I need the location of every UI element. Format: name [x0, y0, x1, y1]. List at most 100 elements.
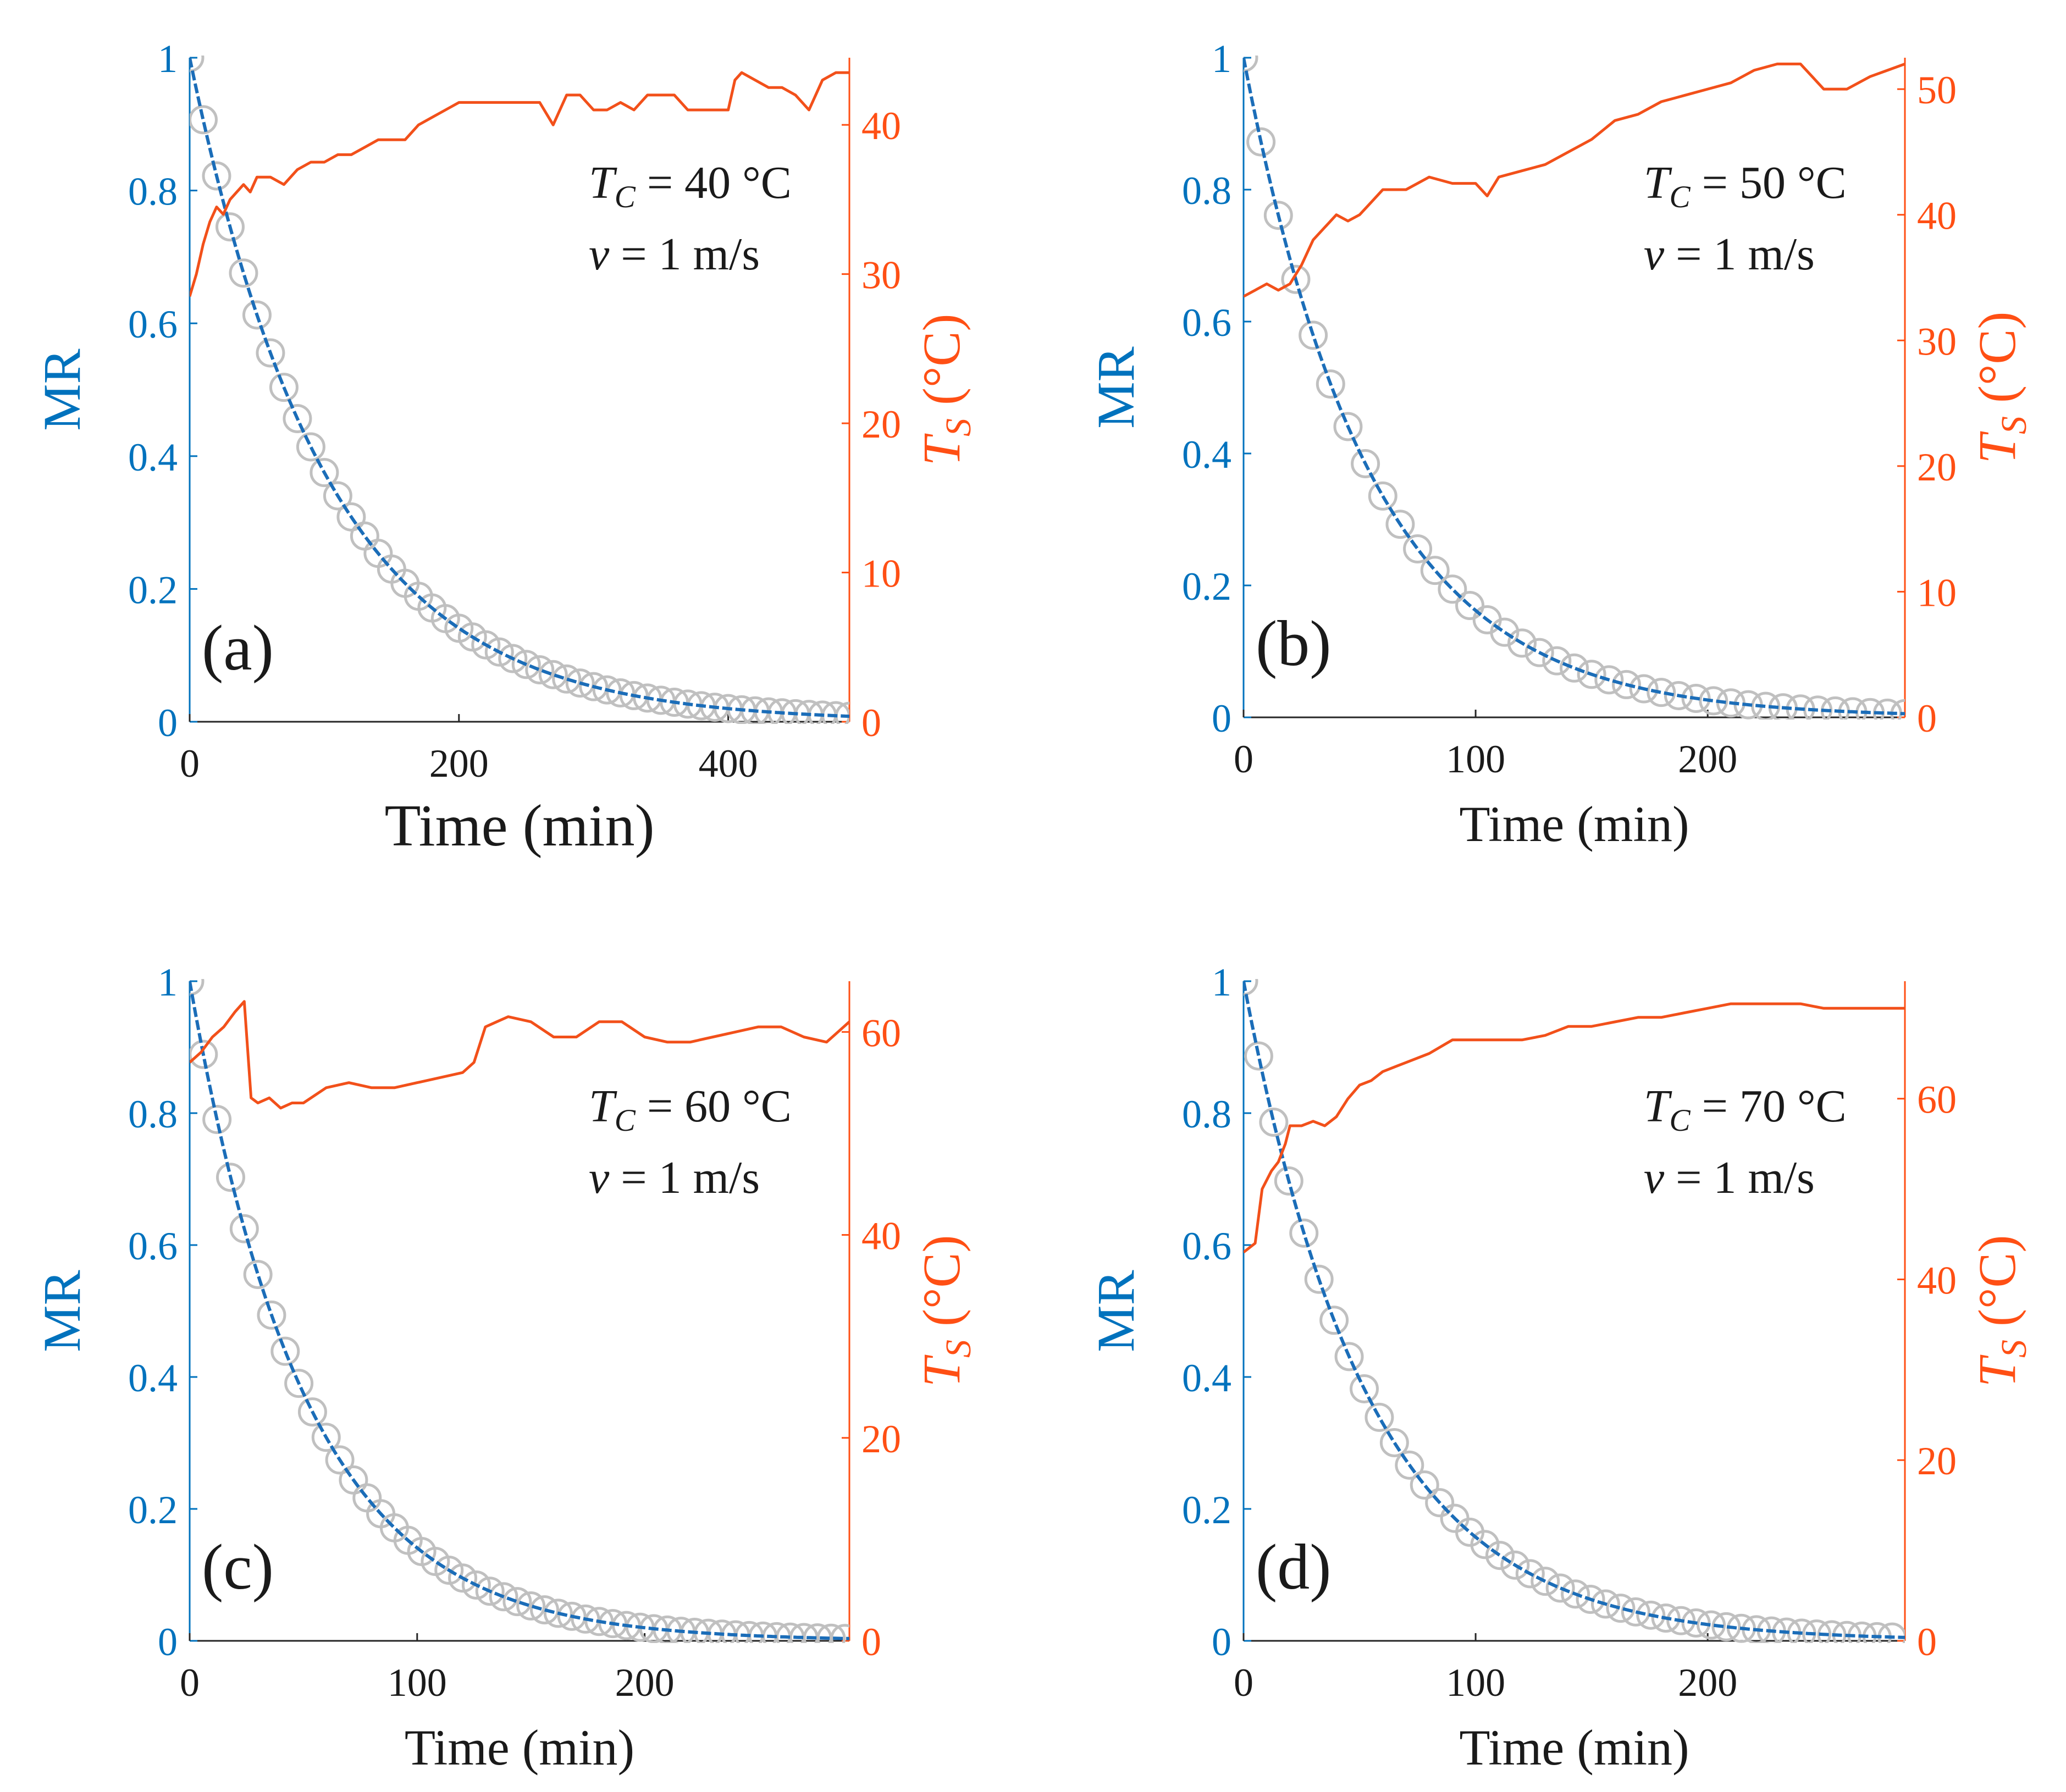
tc-annotation: TC = 50 °C [1644, 157, 1847, 214]
mr-data-point [216, 1163, 245, 1192]
mr-data-point [1699, 686, 1728, 716]
right-tick-label: 20 [1917, 445, 1957, 489]
mr-data-point [434, 1556, 464, 1585]
mr-data-point [1395, 1450, 1424, 1480]
right-tick-label: 10 [861, 552, 901, 596]
right-tick-label: 0 [1917, 696, 1937, 740]
left-tick-label: 0.4 [128, 435, 178, 479]
x-tick-label: 0 [180, 1661, 200, 1705]
v-annotation: v = 1 m/s [1644, 229, 1815, 280]
right-axis-label: TS (°C) [1968, 312, 2034, 464]
mr-data-point [350, 521, 379, 551]
right-tick-label: 0 [861, 1620, 881, 1664]
right-axis-label: TS (°C) [912, 1235, 979, 1387]
mr-data-point [489, 1582, 518, 1612]
x-tick-label: 0 [1234, 1661, 1253, 1705]
left-tick-label: 0.2 [1182, 565, 1231, 609]
mr-data-point [215, 212, 245, 242]
mr-data-point [336, 502, 366, 532]
mr-data-point [1507, 628, 1537, 658]
mr-model-line [1244, 57, 1905, 716]
panel-label: (d) [1256, 1531, 1332, 1603]
mr-data-point [311, 1423, 341, 1452]
tc-annotation: TC = 60 °C [589, 1081, 792, 1138]
left-tick-label: 1 [158, 37, 178, 81]
mr-data-point [471, 630, 501, 660]
x-tick-label: 100 [1446, 737, 1505, 781]
mr-data-point [1420, 556, 1450, 585]
right-tick-label: 50 [1917, 68, 1957, 112]
left-tick-label: 0.6 [128, 302, 178, 346]
x-tick-label: 200 [615, 1661, 675, 1705]
left-tick-label: 0.8 [128, 1092, 178, 1136]
x-tick-label: 200 [1678, 1661, 1737, 1705]
mr-data-point [1281, 264, 1311, 294]
mr-data-point [1817, 1620, 1847, 1643]
left-tick-label: 1 [1212, 37, 1231, 81]
panel-label: (b) [1256, 607, 1332, 679]
left-tick-label: 0.2 [128, 568, 178, 612]
mr-data-point [538, 660, 568, 689]
mr-data-point [1561, 1579, 1590, 1609]
mr-data-point [557, 1601, 587, 1631]
mr-data-point [1531, 1567, 1560, 1596]
right-tick-label: 40 [1917, 1258, 1957, 1302]
left-axis-label: MR [1086, 1270, 1145, 1352]
mr-data-point [1524, 638, 1554, 667]
right-tick-label: 30 [861, 253, 901, 297]
mr-data-point [310, 458, 339, 488]
left-axis-label: MR [32, 1270, 91, 1352]
mr-data-point [606, 678, 636, 708]
mr-data-point [190, 105, 218, 135]
right-tick-label: 20 [1917, 1439, 1957, 1483]
mr-data-point [1606, 1594, 1636, 1623]
left-tick-label: 0 [1212, 1620, 1231, 1664]
mr-data-point [352, 1483, 382, 1513]
mr-data-point [1629, 674, 1659, 704]
mr-data-point [1490, 617, 1520, 647]
mr-data-point [1651, 1603, 1681, 1633]
mr-data-point [1455, 591, 1485, 621]
mr-data-point [1560, 653, 1589, 683]
left-tick-label: 0.8 [1182, 1092, 1231, 1136]
mr-data-point [1410, 1470, 1439, 1500]
x-axis-label: Time (min) [1459, 1719, 1689, 1776]
mr-data-point [1333, 412, 1363, 441]
left-tick-label: 0.4 [1182, 433, 1231, 477]
plot-area [1244, 979, 1905, 1643]
right-tick-label: 40 [861, 104, 901, 148]
mr-data-point [1666, 1606, 1696, 1635]
mr-markers [1244, 979, 1905, 1643]
mr-data-point [1621, 1597, 1650, 1627]
mr-data-point [1664, 681, 1693, 710]
mr-data-point [229, 1214, 259, 1243]
mr-markers [190, 979, 849, 1643]
mr-data-point [190, 56, 205, 73]
mr-data-point [284, 1369, 314, 1398]
x-tick-label: 200 [429, 742, 489, 786]
mr-data-point [579, 672, 609, 701]
mr-data-point [516, 1591, 546, 1621]
mr-data-point [571, 1604, 600, 1634]
right-tick-label: 20 [861, 402, 901, 446]
right-axis-label: TS (°C) [1968, 1235, 2034, 1387]
panel-label: (c) [202, 1531, 274, 1603]
mr-data-point [461, 1570, 491, 1600]
left-tick-label: 0.2 [1182, 1488, 1231, 1532]
plot-area [1244, 56, 1905, 720]
mr-data-point [1349, 1374, 1379, 1403]
mr-data-point [1246, 127, 1276, 157]
mr-data-point [1697, 1610, 1726, 1640]
mr-data-point [543, 1599, 573, 1628]
left-tick-label: 0 [158, 1620, 178, 1664]
mr-data-point [1500, 1550, 1530, 1580]
x-tick-label: 100 [1446, 1661, 1505, 1705]
mr-data-point [1259, 1108, 1289, 1137]
v-annotation: v = 1 m/s [589, 1152, 760, 1203]
mr-data-point [1334, 1342, 1364, 1371]
right-tick-label: 10 [1917, 571, 1957, 615]
plot-area [190, 56, 849, 724]
mr-data-point [256, 338, 285, 368]
mr-data-point [202, 1105, 232, 1135]
